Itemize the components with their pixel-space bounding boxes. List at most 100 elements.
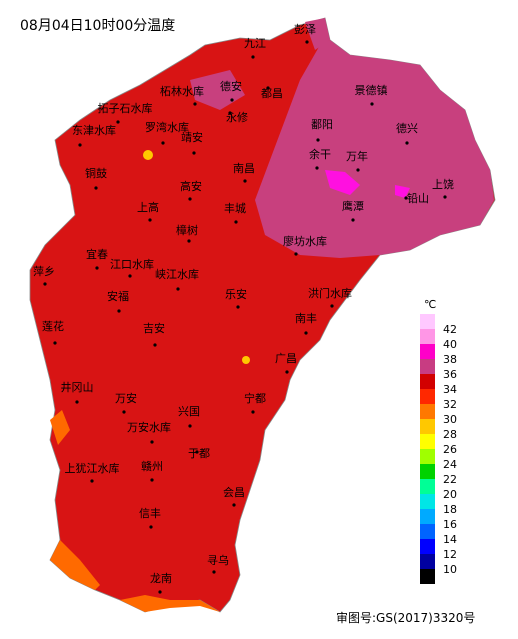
city-label: 赣州 — [141, 459, 163, 473]
city-dot — [94, 186, 98, 190]
legend-swatch — [420, 569, 435, 584]
city-label: 乐安 — [225, 287, 247, 301]
city-label: 铅山 — [407, 191, 429, 205]
city-dot — [188, 424, 192, 428]
legend-swatch — [420, 479, 435, 494]
city-dot — [404, 196, 408, 200]
legend-label: 28 — [443, 428, 457, 441]
city-dot — [285, 370, 289, 374]
legend-label: 16 — [443, 518, 457, 531]
city-dot — [251, 55, 255, 59]
city-label: 上饶 — [432, 178, 454, 191]
city-dot — [150, 440, 154, 444]
legend: 42 40 38 36 34 32 30 28 26 24 22 20 18 16 14 12 10 — [420, 314, 457, 584]
legend-swatch — [420, 464, 435, 479]
city-dot — [230, 98, 234, 102]
city-label: 万安水库 — [127, 420, 171, 434]
approval-number: 审图号:GS(2017)3320号 — [336, 610, 475, 625]
city-dot — [117, 309, 121, 313]
cool-region — [120, 595, 220, 612]
city-label: 龙南 — [150, 572, 172, 585]
city-dot — [193, 102, 197, 106]
legend-swatch — [420, 404, 435, 419]
legend-label: 34 — [443, 383, 457, 396]
map-title: 08月04日10时00分温度 — [20, 18, 175, 34]
cool-region — [50, 540, 100, 590]
city-dot — [158, 590, 162, 594]
legend-label: 22 — [443, 473, 457, 486]
legend-swatch — [420, 494, 435, 509]
city-label: 信丰 — [139, 507, 161, 520]
legend-swatch — [420, 314, 435, 329]
city-dot — [192, 151, 196, 155]
city-label: 南丰 — [295, 312, 317, 325]
warm-region — [255, 40, 494, 258]
city-label: 丰城 — [224, 202, 246, 215]
city-label: 井冈山 — [61, 380, 94, 394]
legend-swatch — [420, 509, 435, 524]
city-label: 拓子石水库 — [98, 101, 153, 115]
city-label: 德安 — [220, 79, 242, 93]
city-dot — [236, 305, 240, 309]
city-label: 上高 — [137, 200, 159, 214]
legend-label: 30 — [443, 413, 457, 426]
legend-label: 38 — [443, 353, 457, 366]
legend-swatch — [420, 389, 435, 404]
city-dot — [187, 239, 191, 243]
city-label: 彭泽 — [294, 22, 316, 36]
city-label: 柘林水库 — [160, 84, 204, 98]
city-label: 靖安 — [181, 130, 203, 144]
city-dot — [212, 570, 216, 574]
city-label: 吉安 — [143, 321, 165, 335]
city-label: 余干 — [309, 147, 331, 161]
city-dot — [316, 138, 320, 142]
legend-label: 32 — [443, 398, 457, 411]
city-dot — [176, 287, 180, 291]
legend-swatch — [420, 344, 435, 359]
city-dot — [75, 400, 79, 404]
city-label: 峡江水库 — [155, 267, 199, 281]
city-label: 安福 — [107, 289, 129, 303]
cool-spot — [143, 150, 153, 160]
city-label: 宜春 — [86, 247, 108, 261]
legend-swatch — [420, 434, 435, 449]
legend-label: 10 — [443, 563, 457, 576]
city-label: 萍乡 — [33, 265, 55, 278]
legend-label: 18 — [443, 503, 457, 516]
legend-swatch — [420, 524, 435, 539]
city-label: 德兴 — [396, 121, 418, 135]
city-dot — [161, 141, 165, 145]
legend-swatch — [420, 359, 435, 374]
city-label: 鹰潭 — [342, 199, 364, 213]
city-dot — [188, 197, 192, 201]
legend-swatch — [420, 449, 435, 464]
city-label: 廖坊水库 — [283, 234, 327, 248]
city-dot — [153, 343, 157, 347]
city-dot — [315, 166, 319, 170]
city-dot — [150, 478, 154, 482]
city-dot — [43, 282, 47, 286]
city-label: 万年 — [346, 149, 368, 163]
city-label: 寻乌 — [207, 553, 229, 567]
city-dot — [95, 266, 99, 270]
city-dot — [405, 141, 409, 145]
city-dot — [90, 479, 94, 483]
city-label: 九江 — [244, 37, 266, 50]
city-dot — [232, 503, 236, 507]
cool-spot — [242, 356, 250, 364]
city-label: 都昌 — [261, 87, 283, 100]
legend-unit: ℃ — [424, 298, 436, 311]
warm-region — [305, 18, 330, 50]
legend-label: 36 — [443, 368, 457, 381]
city-dot — [304, 331, 308, 335]
legend-swatch — [420, 374, 435, 389]
city-dot — [330, 304, 334, 308]
city-label: 宁都 — [244, 391, 266, 405]
city-label: 景德镇 — [355, 83, 388, 97]
legend-swatch — [420, 329, 435, 344]
legend-label: 42 — [443, 323, 457, 336]
city-dot — [149, 525, 153, 529]
city-label: 东津水库 — [72, 124, 116, 137]
cool-region — [50, 410, 70, 445]
